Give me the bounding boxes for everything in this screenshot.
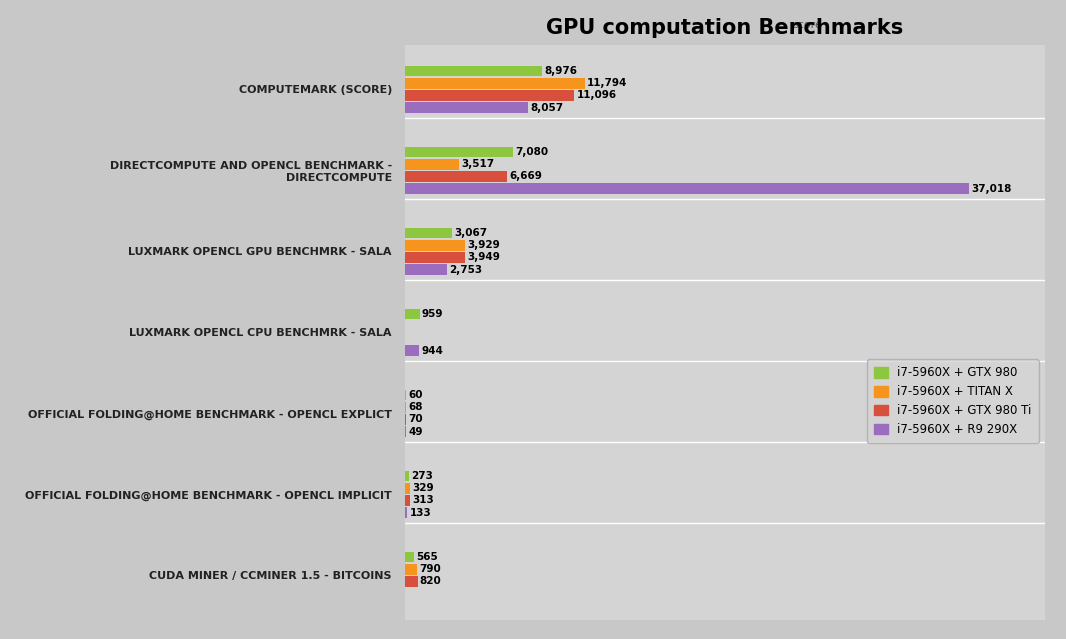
- Bar: [405, 183, 969, 194]
- Text: 60: 60: [408, 390, 423, 400]
- Text: 565: 565: [416, 552, 438, 562]
- Bar: [405, 576, 418, 587]
- Bar: [405, 90, 575, 101]
- Text: 11,794: 11,794: [587, 78, 628, 88]
- Text: 313: 313: [413, 495, 434, 505]
- Bar: [405, 171, 506, 181]
- Text: 8,976: 8,976: [544, 66, 577, 76]
- Bar: [405, 483, 410, 493]
- Text: 68: 68: [408, 402, 423, 412]
- Text: 7,080: 7,080: [515, 147, 548, 157]
- Bar: [405, 252, 465, 263]
- Text: score: score: [792, 20, 822, 31]
- Text: 11,096: 11,096: [577, 90, 616, 100]
- Text: 6,669: 6,669: [508, 171, 542, 181]
- Bar: [405, 147, 513, 157]
- Text: 273: 273: [411, 471, 434, 481]
- Title: GPU computation Benchmarks: GPU computation Benchmarks: [546, 18, 904, 38]
- Bar: [405, 264, 447, 275]
- Text: 37,018: 37,018: [971, 183, 1012, 194]
- Bar: [405, 159, 458, 169]
- Bar: [405, 345, 419, 356]
- Text: 959: 959: [422, 309, 443, 319]
- Text: 944: 944: [422, 346, 443, 355]
- Text: 2,753: 2,753: [449, 265, 483, 275]
- Bar: [405, 78, 584, 89]
- Bar: [405, 102, 528, 113]
- Bar: [405, 227, 452, 238]
- Bar: [405, 309, 420, 320]
- Bar: [405, 495, 409, 505]
- Text: 3,517: 3,517: [461, 159, 494, 169]
- Legend: i7-5960X + GTX 980, i7-5960X + TITAN X, i7-5960X + GTX 980 Ti, i7-5960X + R9 290: i7-5960X + GTX 980, i7-5960X + TITAN X, …: [867, 359, 1038, 443]
- Text: 8,057: 8,057: [530, 102, 563, 112]
- Text: 70: 70: [408, 414, 423, 424]
- Text: 49: 49: [408, 426, 422, 436]
- Text: 133: 133: [409, 507, 431, 518]
- Bar: [405, 240, 465, 250]
- Text: 3,929: 3,929: [467, 240, 500, 250]
- Bar: [405, 507, 407, 518]
- Text: 790: 790: [419, 564, 441, 574]
- Bar: [405, 471, 409, 481]
- Bar: [405, 66, 542, 77]
- Text: 3,949: 3,949: [468, 252, 500, 263]
- Text: 820: 820: [420, 576, 441, 587]
- Text: 3,067: 3,067: [454, 228, 487, 238]
- Bar: [405, 564, 417, 574]
- Text: 329: 329: [413, 483, 434, 493]
- Bar: [405, 551, 414, 562]
